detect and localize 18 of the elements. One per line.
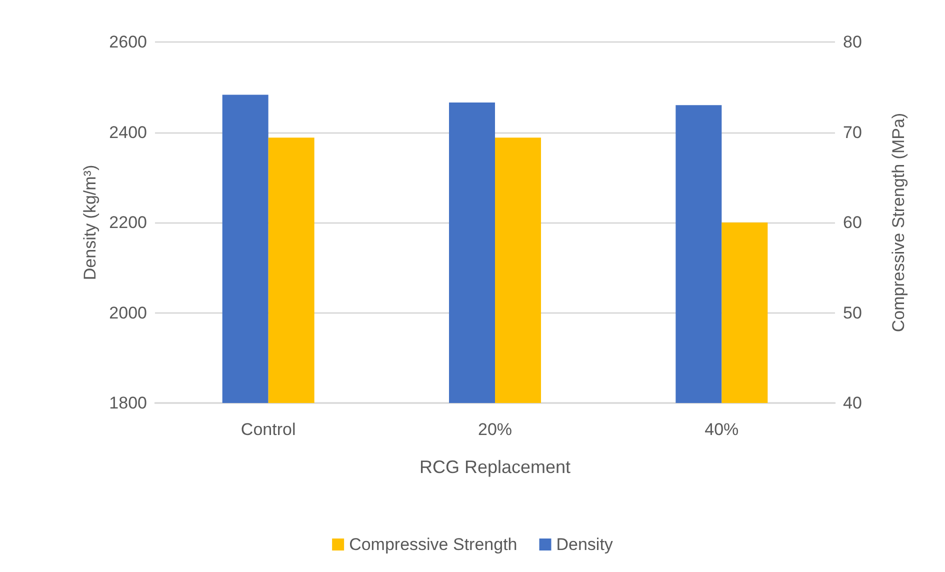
y-axis-title: Density (kg/m³) — [80, 164, 100, 280]
y-tick-label: 2000 — [109, 303, 147, 322]
y-tick-label: 2200 — [109, 213, 147, 232]
y2-axis-title: Compressive Strength (MPa) — [889, 112, 908, 332]
legend-label: Density — [556, 535, 614, 554]
y2-tick-label: 60 — [843, 213, 862, 232]
y2-tick-label: 80 — [843, 32, 862, 52]
y2-tick-label: 70 — [843, 122, 862, 142]
y2-tick-label: 50 — [843, 303, 862, 322]
y-tick-label: 2400 — [109, 122, 147, 142]
x-axis-title: RCG Replacement — [419, 457, 571, 477]
legend-label: Compressive Strength — [349, 535, 518, 554]
x-tick-label: Control — [240, 420, 296, 439]
y2-tick-label: 40 — [843, 394, 862, 412]
y-tick-label: 1800 — [109, 394, 147, 412]
x-tick-label: 40% — [704, 420, 739, 439]
x-tick-label: 20% — [478, 420, 512, 439]
y-tick-label: 2600 — [109, 32, 147, 52]
